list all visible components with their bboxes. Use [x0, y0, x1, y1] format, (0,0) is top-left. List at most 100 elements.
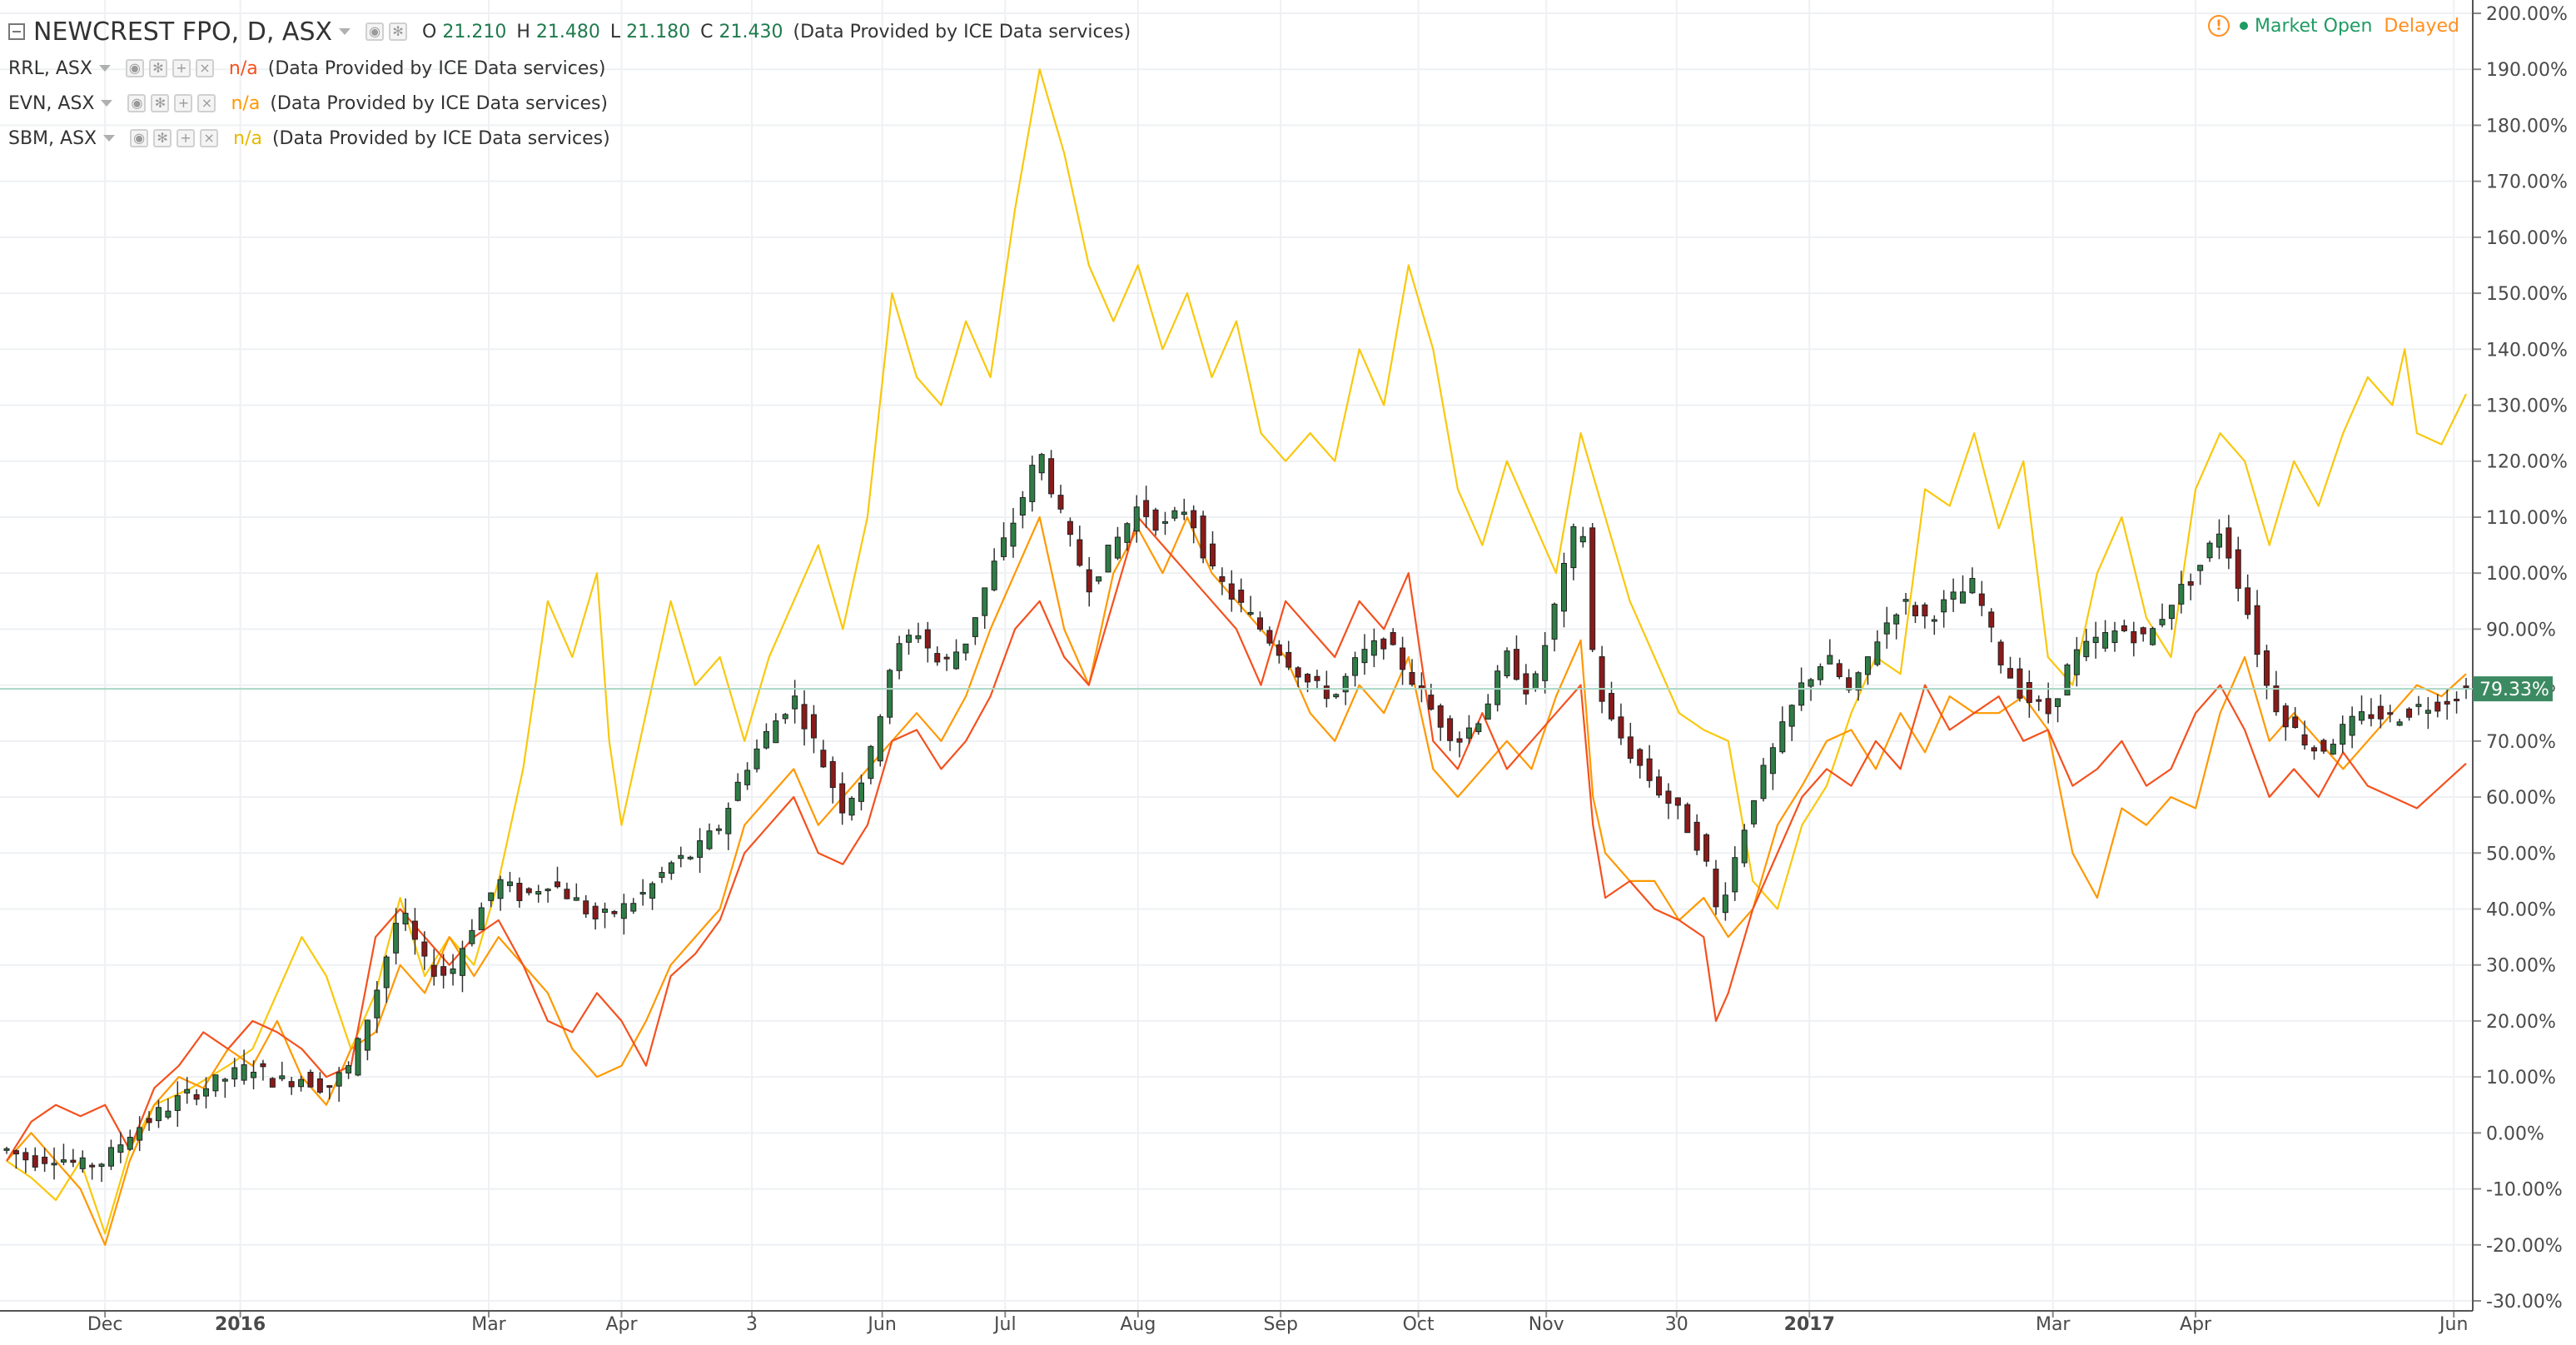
series-line-sbm	[6, 68, 2467, 1235]
candle-body	[953, 651, 960, 670]
legend-symbol[interactable]: SBM, ASX	[8, 127, 97, 149]
y-tick-label: 180.00%	[2486, 116, 2568, 137]
candle-body	[146, 1118, 152, 1123]
candle-body	[497, 879, 504, 899]
candle-body	[1589, 527, 1596, 650]
gear-icon[interactable]: ✻	[148, 59, 167, 77]
candle-body	[203, 1088, 210, 1097]
candle-body	[734, 781, 741, 801]
warning-icon[interactable]: !	[2208, 15, 2230, 37]
candle-body	[858, 782, 864, 802]
collapse-icon[interactable]	[8, 23, 25, 40]
candle-body	[697, 840, 704, 858]
legend-value: n/a	[231, 92, 261, 114]
last-value-badge	[2473, 676, 2553, 702]
chevron-down-icon[interactable]	[101, 100, 113, 107]
add-icon[interactable]: +	[172, 59, 191, 77]
candle-body	[1257, 617, 1264, 630]
candle-body	[1523, 673, 1529, 695]
legend-symbol[interactable]: RRL, ASX	[8, 57, 92, 79]
chevron-down-icon[interactable]	[98, 65, 111, 72]
candle-body	[725, 808, 732, 834]
gear-icon[interactable]: ✻	[153, 129, 172, 147]
gear-icon[interactable]: ✻	[151, 94, 170, 112]
candle-body	[1579, 536, 1586, 543]
candle-body	[1997, 641, 2004, 665]
candle-body	[1599, 656, 1605, 702]
candle-body	[1988, 611, 1995, 628]
main-series-buttons: ◉ ✻	[366, 22, 408, 41]
candle-body	[2320, 740, 2327, 752]
add-icon[interactable]: +	[174, 94, 193, 112]
eye-icon[interactable]: ◉	[127, 94, 147, 112]
chevron-down-icon[interactable]	[339, 28, 351, 35]
candle-body	[620, 903, 627, 919]
candle-body	[1228, 583, 1235, 600]
candle-body	[1456, 738, 1463, 743]
candle-body	[1191, 510, 1197, 529]
candle-body	[107, 1147, 114, 1167]
candle-body	[763, 730, 769, 749]
candle-body	[2406, 708, 2413, 718]
candle-body	[1874, 641, 1881, 665]
legend-row-evn: EVN, ASX ◉ ✻ + × n/a (Data Provided by I…	[8, 87, 608, 120]
candle-body	[430, 964, 437, 977]
candle-body	[22, 1152, 29, 1161]
x-tick-label: 2016	[215, 1314, 266, 1335]
candle-body	[1133, 506, 1140, 532]
candle-body	[251, 1071, 257, 1078]
candle-body	[2311, 747, 2318, 752]
candle-body	[1001, 537, 1007, 557]
close-icon[interactable]: ×	[197, 94, 216, 112]
candle-body	[1827, 655, 1833, 665]
candle-body	[1114, 536, 1121, 559]
candle-body	[1902, 599, 1909, 602]
eye-icon[interactable]: ◉	[130, 129, 149, 147]
x-tick-label: Aug	[1120, 1314, 1156, 1335]
y-tick-label: -30.00%	[2486, 1292, 2563, 1313]
eye-icon[interactable]: ◉	[125, 59, 144, 77]
candle-body	[2424, 710, 2431, 714]
add-icon[interactable]: +	[177, 129, 196, 147]
candle-body	[393, 923, 400, 954]
candle-body	[1314, 675, 1320, 681]
close-icon[interactable]: ×	[195, 59, 214, 77]
candle-body	[1513, 649, 1519, 680]
chevron-down-icon[interactable]	[103, 135, 116, 142]
gear-icon[interactable]: ✻	[389, 22, 408, 41]
candle-body	[2140, 627, 2146, 635]
candle-body	[2159, 619, 2166, 625]
candle-body	[383, 956, 390, 989]
candle-body	[346, 1065, 352, 1074]
candle-body	[137, 1127, 143, 1141]
candle-body	[1219, 575, 1226, 582]
candle-body	[355, 1038, 361, 1076]
candle-body	[1484, 703, 1491, 720]
candle-body	[459, 948, 465, 976]
main-symbol-title[interactable]: NEWCREST FPO, D, ASX	[33, 17, 333, 47]
candle-body	[279, 1075, 286, 1079]
candle-body	[1010, 522, 1017, 547]
eye-icon[interactable]: ◉	[366, 22, 385, 41]
candle-body	[193, 1093, 200, 1100]
candle-body	[1437, 705, 1444, 728]
candle-body	[2340, 724, 2346, 745]
candle-body	[1808, 679, 1814, 687]
candle-body	[2017, 668, 2023, 699]
legend-row-rrl: RRL, ASX ◉ ✻ + × n/a (Data Provided by I…	[8, 52, 605, 85]
candle-body	[1741, 829, 1748, 864]
candle-body	[3, 1148, 10, 1151]
candle-body	[1209, 543, 1216, 567]
series-buttons: ◉ ✻ + ×	[127, 94, 216, 112]
candle-body	[1646, 758, 1653, 781]
candle-body	[1390, 632, 1396, 645]
close-icon[interactable]: ×	[200, 129, 219, 147]
candle-body	[1038, 454, 1045, 474]
legend-value: n/a	[228, 57, 258, 79]
legend-symbol[interactable]: EVN, ASX	[8, 92, 95, 114]
x-tick-label: Oct	[1403, 1314, 1435, 1335]
candle-body	[506, 881, 513, 886]
candle-body	[906, 635, 913, 643]
candle-body	[1817, 666, 1823, 680]
